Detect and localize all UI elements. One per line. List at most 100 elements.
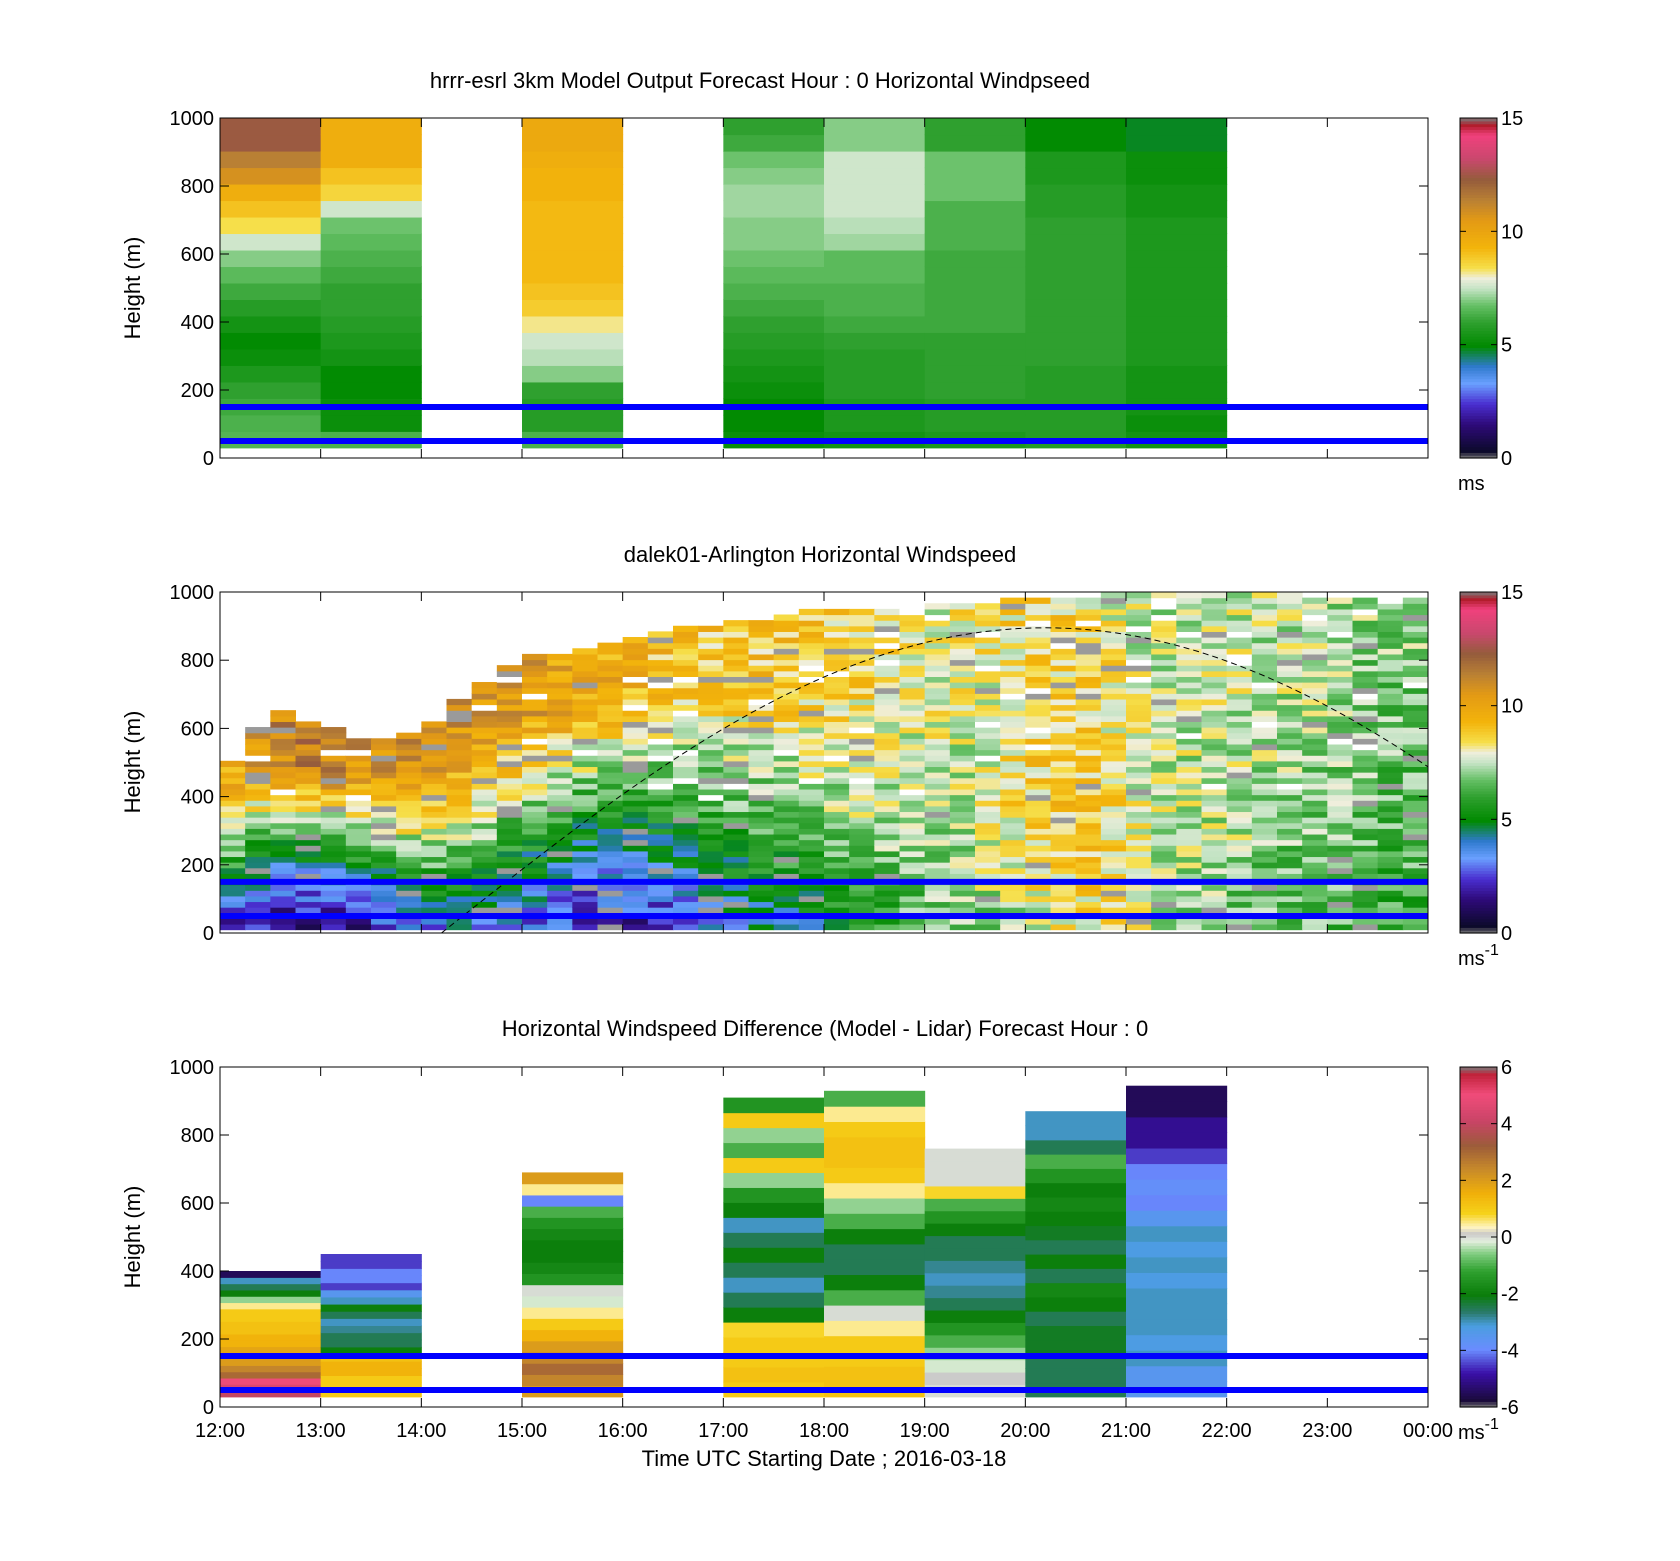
heatmap-cell (1176, 800, 1202, 807)
heatmap-cell (1251, 704, 1278, 711)
y-tick-label: 800 (181, 1125, 214, 1147)
heatmap-cell (1402, 794, 1429, 801)
y-tick-label: 600 (181, 244, 214, 266)
heatmap-cell (1151, 659, 1177, 666)
heatmap-cell (1277, 670, 1303, 677)
heatmap-cell (723, 1157, 825, 1173)
heatmap-cell (622, 766, 649, 773)
heatmap-cell (572, 682, 598, 689)
heatmap-cell (1050, 614, 1077, 621)
heatmap-cell (1100, 856, 1127, 863)
heatmap-cell (698, 760, 724, 768)
heatmap-cell (1176, 670, 1202, 677)
heatmap-cell (1100, 794, 1127, 801)
heatmap-cell (773, 698, 800, 706)
heatmap-cell (1302, 670, 1328, 677)
colorbar-swatch (1460, 884, 1497, 889)
heatmap-cell (723, 676, 749, 683)
heatmap-cell (1226, 828, 1253, 835)
colorbar-swatch (1460, 302, 1497, 306)
heatmap-cell (1050, 923, 1077, 931)
heatmap-cell (522, 873, 548, 880)
heatmap-cell (849, 760, 875, 768)
heatmap-cell (320, 755, 347, 762)
heatmap-cell (446, 755, 473, 762)
heatmap-cell (1050, 631, 1077, 638)
heatmap-cell (773, 631, 800, 638)
colorbar-swatch (1460, 387, 1497, 391)
heatmap-cell (975, 760, 1001, 768)
heatmap-cell (421, 783, 447, 790)
y-tick-label: 800 (181, 176, 214, 198)
colorbar-swatch (1460, 753, 1497, 758)
heatmap-cell (1201, 907, 1228, 914)
heatmap-cell (647, 783, 674, 790)
heatmap-cell (1126, 822, 1152, 829)
heatmap-cell (320, 890, 347, 897)
heatmap-cell (1126, 1303, 1228, 1320)
heatmap-cell (1000, 749, 1026, 756)
heatmap-cell (874, 833, 900, 841)
heatmap-cell (1050, 608, 1077, 616)
heatmap-cell (748, 772, 775, 779)
heatmap-cell (1251, 738, 1278, 745)
colorbar-swatch (1460, 409, 1497, 414)
heatmap-cell (824, 414, 926, 432)
heatmap-cell (1176, 597, 1202, 604)
heatmap-cell (1050, 659, 1077, 666)
colorbar-swatch (1460, 245, 1497, 249)
heatmap-cell (798, 811, 825, 818)
colorbar-swatch (1460, 205, 1497, 210)
heatmap-cell (1277, 794, 1303, 801)
heatmap-cell (522, 1284, 624, 1297)
heatmap-cell (270, 783, 296, 790)
heatmap-cell (522, 653, 548, 661)
heatmap-cell (320, 1303, 422, 1312)
heatmap-cell (597, 676, 624, 683)
heatmap-cell (924, 1210, 1026, 1224)
heatmap-cell (773, 862, 800, 869)
heatmap-cell (1000, 721, 1026, 728)
heatmap-cell (1050, 653, 1077, 661)
heatmap-cell (1352, 620, 1379, 627)
heatmap-cell (1025, 1154, 1127, 1169)
heatmap-cell (723, 704, 749, 711)
heatmap-cell (1025, 811, 1051, 818)
heatmap-cell (1100, 637, 1127, 644)
heatmap-cell (622, 822, 649, 829)
colorbar-swatch (1460, 336, 1497, 340)
colorbar-swatch (1460, 1339, 1497, 1343)
x-tick-label: 22:00 (1202, 1420, 1252, 1442)
heatmap-cell (320, 923, 347, 931)
heatmap-cell (371, 760, 397, 768)
heatmap-cell (245, 749, 271, 756)
heatmap-cell (748, 907, 775, 914)
heatmap-cell (1251, 743, 1278, 751)
colorbar-swatch (1460, 1387, 1497, 1391)
heatmap-cell (824, 648, 850, 655)
heatmap-cell (220, 884, 246, 891)
heatmap-cell (522, 850, 548, 858)
heatmap-cell (1277, 783, 1303, 790)
heatmap-cell (1277, 755, 1303, 762)
heatmap-cell (1302, 884, 1328, 891)
heatmap-cell (824, 693, 850, 700)
heatmap-cell (673, 760, 699, 768)
heatmap-cell (924, 1309, 1026, 1323)
heatmap-cell (345, 788, 372, 796)
heatmap-cell (748, 648, 775, 655)
heatmap-cell (547, 732, 573, 739)
heatmap-cell (949, 923, 976, 931)
heatmap-cell (396, 856, 422, 863)
colorbar-swatch (1460, 265, 1497, 269)
heatmap-cell (597, 653, 624, 661)
heatmap-cell (824, 381, 926, 399)
colorbar-swatch (1460, 853, 1497, 857)
heatmap-cell (446, 743, 473, 751)
heatmap-cell (773, 749, 800, 756)
heatmap-cell (1151, 800, 1177, 807)
heatmap-cell (1302, 817, 1328, 824)
heatmap-cell (1100, 918, 1127, 925)
heatmap-cell (1226, 907, 1253, 914)
heatmap-cell (899, 777, 926, 784)
